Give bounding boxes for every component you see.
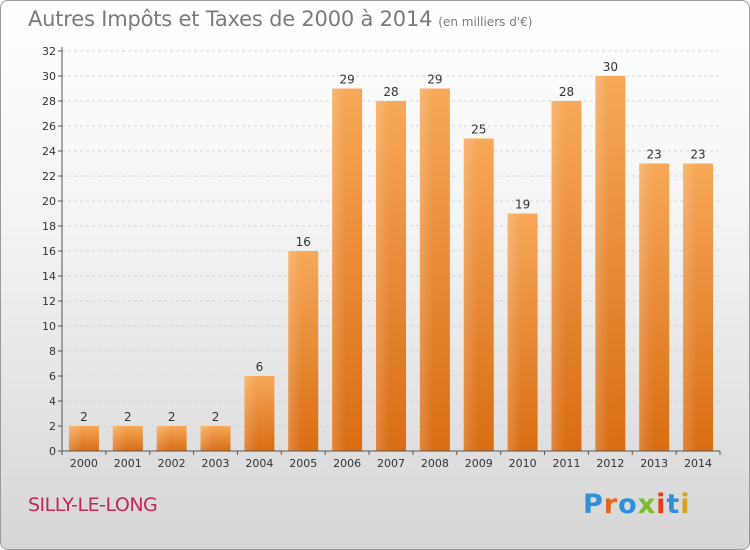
value-label: 28	[383, 85, 398, 99]
chart-title-block: Autres Impôts et Taxes de 2000 à 2014 (en…	[28, 7, 532, 31]
value-label: 2	[168, 410, 176, 424]
y-tick-label: 14	[42, 270, 56, 283]
y-tick-label: 22	[42, 170, 56, 183]
value-label: 16	[296, 235, 311, 249]
x-tick-label: 2008	[421, 457, 449, 470]
y-tick-label: 20	[42, 195, 56, 208]
bars-group	[68, 76, 714, 451]
logo-letter: i	[680, 489, 691, 520]
bar-highlight	[376, 101, 390, 451]
y-tick-label: 12	[42, 295, 56, 308]
y-tick-label: 30	[42, 70, 56, 83]
y-tick-label: 16	[42, 245, 56, 258]
bar-highlight	[288, 251, 302, 451]
value-label: 19	[515, 198, 530, 212]
x-tick-label: 2013	[640, 457, 668, 470]
y-tick-label: 28	[42, 95, 56, 108]
chart-title: Autres Impôts et Taxes de 2000 à 2014	[28, 7, 433, 31]
logo-letter: x	[637, 489, 657, 520]
proxiti-logo: Proxiti	[583, 489, 691, 520]
x-tick-label: 2000	[70, 457, 98, 470]
x-tick-label: 2009	[465, 457, 493, 470]
value-label: 23	[690, 148, 705, 162]
value-label: 30	[603, 60, 618, 74]
bar-highlight	[244, 376, 258, 451]
bar-highlight	[156, 426, 171, 451]
value-label: 2	[80, 410, 88, 424]
x-tick-label: 2006	[333, 457, 361, 470]
chart-subtitle: (en milliers d'€)	[438, 15, 533, 29]
x-tick-label: 2002	[158, 457, 186, 470]
bar-highlight	[463, 138, 478, 451]
y-tick-label: 24	[42, 145, 56, 158]
y-tick-label: 0	[49, 445, 56, 458]
x-tick-label: 2005	[289, 457, 317, 470]
bar-highlight	[683, 163, 697, 451]
value-label: 25	[471, 123, 486, 137]
x-tick-label: 2012	[596, 457, 624, 470]
value-label: 28	[559, 85, 574, 99]
logo-letter: P	[583, 489, 604, 520]
bar-highlight	[112, 426, 127, 451]
location-name: SILLY-LE-LONG	[28, 494, 158, 516]
x-tick-label: 2004	[245, 457, 273, 470]
x-tick-label: 2007	[377, 457, 405, 470]
y-tick-label: 6	[49, 370, 56, 383]
logo-letter: t	[666, 489, 681, 520]
value-label: 29	[427, 73, 442, 87]
y-tick-label: 8	[49, 345, 56, 358]
value-labels: 2 2 2 2 6 16 29 28 29 25 19 28 30 23 23	[80, 60, 706, 424]
bar-highlight	[419, 88, 434, 451]
logo-letter: i	[656, 489, 667, 520]
bar-highlight	[200, 426, 215, 451]
x-tick-label: 2011	[552, 457, 580, 470]
y-tick-label: 2	[49, 420, 56, 433]
y-tick-label: 18	[42, 220, 56, 233]
value-label: 2	[212, 410, 220, 424]
bar-highlight	[507, 213, 522, 451]
y-tick-label: 10	[42, 320, 56, 333]
value-label: 29	[339, 73, 354, 87]
y-tick-label: 26	[42, 120, 56, 133]
bar-highlight	[595, 76, 609, 451]
bar-highlight	[68, 426, 83, 451]
logo-letter: r	[603, 489, 619, 520]
logo-letter: o	[618, 489, 638, 520]
x-tick-label: 2014	[684, 457, 712, 470]
x-tick-label: 2010	[509, 457, 537, 470]
y-tick-label: 4	[49, 395, 56, 408]
value-label: 2	[124, 410, 132, 424]
bar-highlight	[639, 163, 653, 451]
axes	[58, 47, 721, 455]
y-tick-label: 32	[42, 45, 56, 58]
bar-highlight	[332, 88, 346, 451]
bar-highlight	[551, 101, 565, 451]
x-tick-label: 2001	[114, 457, 142, 470]
x-tick-labels: 2000 2001 2002 2003 2004 2005 2006 2007 2008 2009…	[70, 457, 712, 470]
value-label: 6	[256, 360, 264, 374]
x-tick-label: 2003	[202, 457, 230, 470]
value-label: 23	[647, 148, 662, 162]
